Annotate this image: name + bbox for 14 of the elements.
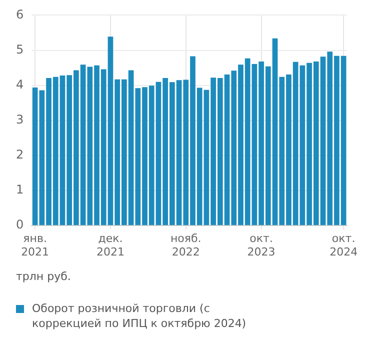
x-tick-label: янв. 2021 — [21, 232, 50, 258]
y-tick-label: 3 — [16, 112, 24, 127]
x-tick-label: окт. 2023 — [247, 232, 276, 258]
y-tick-label: 1 — [16, 182, 24, 197]
x-tick-label: нояб. 2022 — [170, 232, 202, 258]
y-tick-label: 6 — [16, 7, 24, 22]
y-tick-label: 0 — [16, 218, 24, 232]
y-tick-label: 2 — [16, 148, 24, 162]
y-axis-title: трлн руб. — [16, 270, 72, 283]
legend-label: Оборот розничной торговли (с коррекцией по ИПЦ к октябрю 2024) — [32, 301, 248, 331]
y-tick-label: 4 — [16, 77, 24, 92]
x-tick-label: дек. 2021 — [96, 232, 124, 258]
x-tick-label: окт. 2024 — [330, 232, 358, 258]
y-tick-label: 5 — [16, 42, 24, 56]
